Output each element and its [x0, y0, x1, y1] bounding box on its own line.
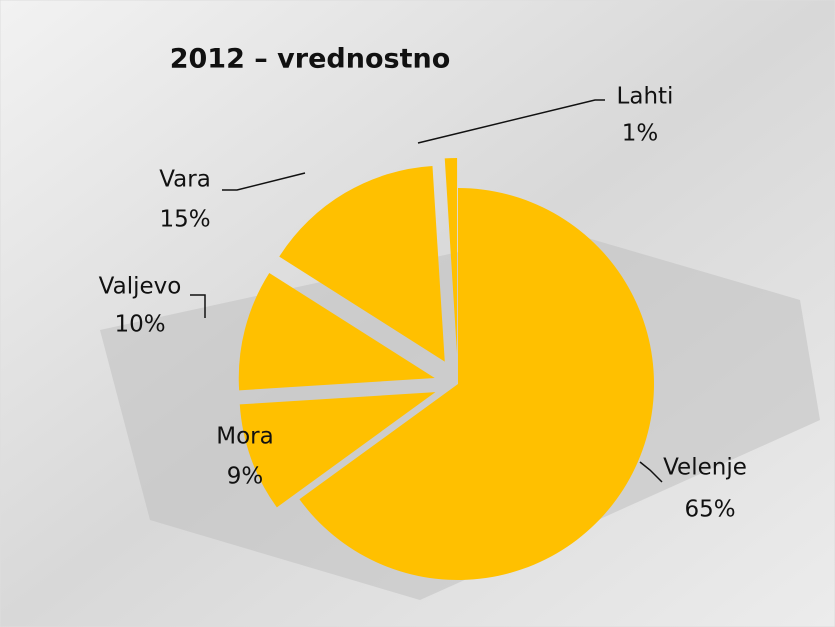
pie-slice	[279, 166, 445, 362]
chart-title: 2012 – vrednostno	[170, 44, 451, 75]
leader-line	[417, 99, 605, 144]
leader-line	[222, 172, 306, 191]
value-label: 9%	[227, 464, 264, 490]
pie-slice	[239, 392, 436, 508]
value-label: 1%	[622, 121, 659, 147]
leader-line	[639, 461, 663, 483]
pie-slice	[238, 273, 435, 391]
category-label: Valjevo	[99, 274, 182, 300]
pie-slice	[299, 188, 654, 580]
value-label: 15%	[159, 207, 210, 233]
category-label: Lahti	[617, 84, 674, 110]
value-label: 10%	[114, 312, 165, 338]
leader-line	[190, 294, 206, 318]
category-label: Velenje	[663, 455, 747, 481]
value-label: 65%	[684, 497, 735, 523]
category-label: Mora	[216, 424, 273, 450]
pie-slice	[444, 158, 458, 355]
category-label: Vara	[159, 167, 211, 193]
